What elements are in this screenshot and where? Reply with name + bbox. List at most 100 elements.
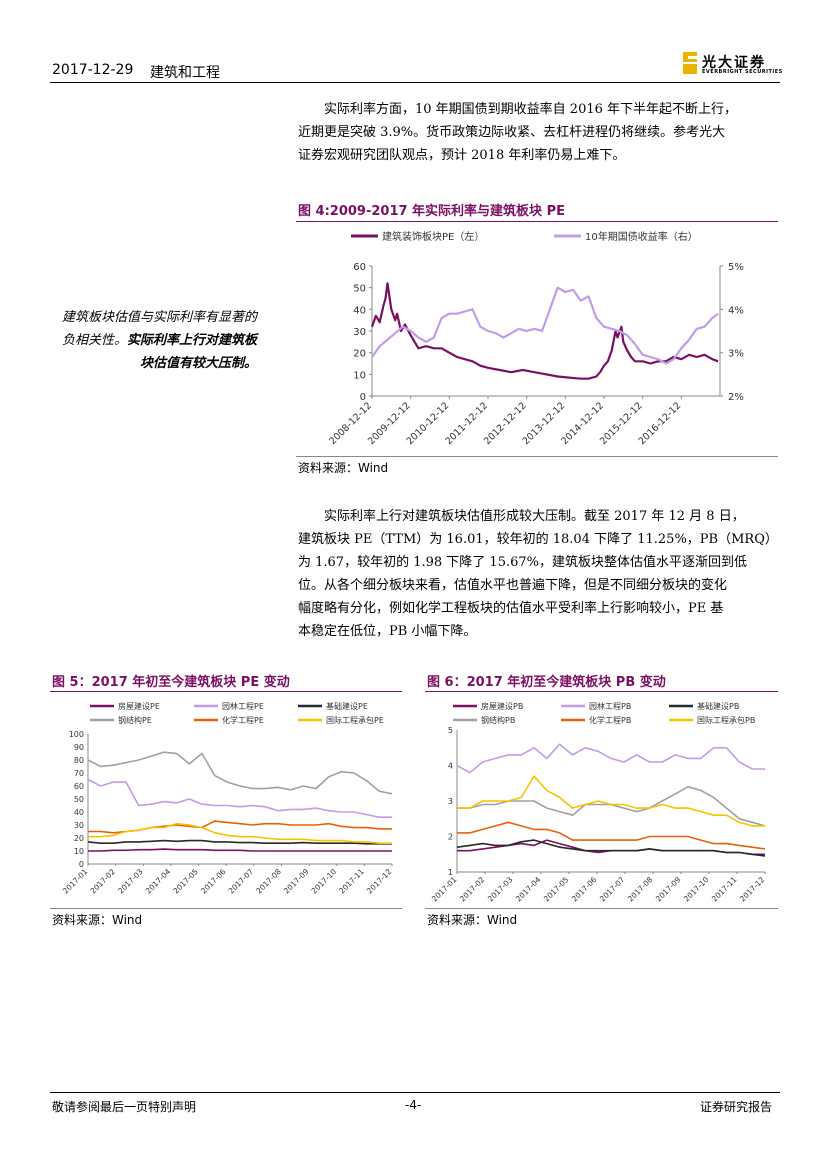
y-tick-label: 20 bbox=[74, 834, 84, 843]
y-tick-label-left: 60 bbox=[353, 262, 366, 273]
series-line-1 bbox=[87, 778, 392, 818]
figure4-chart: 建筑装饰板块PE（左） 10年期国债收益率（右） 0 10 20 30 40 50 60 2%… bbox=[327, 230, 744, 447]
x-tick-label: 2017-02 bbox=[89, 867, 118, 896]
series-line-5 bbox=[88, 822, 392, 844]
y-tick-label: 90 bbox=[74, 743, 84, 752]
x-tick-label: 2017-11 bbox=[337, 867, 366, 896]
logo-text-en: EVERBRIGHT SECURITIES bbox=[702, 69, 783, 75]
figure6-source: 资料来源：Wind bbox=[427, 913, 518, 927]
header-sector: 建筑和工程 bbox=[150, 65, 220, 81]
y-tick-label: 80 bbox=[74, 756, 84, 765]
figure6-chart: 房屋建设PB 园林工程PB 基础建设PB 钢结构PB 化学工程PB 国际工程承包PB 1 2… bbox=[430, 701, 767, 904]
figure5-title: 图 5：2017 年初至今建筑板块 PE 变动 bbox=[52, 675, 290, 690]
figure5-legend: 房屋建设PE 园林工程PE 基础建设PE 钢结构PE 化学工程PE 国际工程承包PE bbox=[90, 701, 384, 725]
y-tick-label: 10 bbox=[74, 847, 84, 856]
sidebar-text-bold: 实际利率上行对建筑板块估值有较大压制。 bbox=[126, 333, 257, 371]
paragraph-line: 实际利率方面，10 年期国债到期收益率自 2016 年下半年起不断上行， bbox=[324, 102, 738, 117]
legend-label: 园林工程PE bbox=[222, 701, 264, 711]
footer-divider bbox=[50, 1092, 780, 1093]
x-tick-label: 2017-10 bbox=[310, 867, 339, 896]
y-tick-label-right: 5% bbox=[728, 262, 744, 273]
figure5-chart: 房屋建设PE 园林工程PE 基础建设PE 钢结构PE 化学工程PE 国际工程承包PE 0 1… bbox=[61, 701, 394, 896]
series-line-yield bbox=[371, 286, 719, 365]
x-tick-label: 2017-06 bbox=[570, 875, 599, 904]
x-tick-label: 2017-09 bbox=[654, 875, 683, 904]
y-tick-label: 50 bbox=[74, 795, 84, 804]
legend-label: 房屋建设PE bbox=[118, 701, 160, 711]
x-tick-label: 2017-12 bbox=[365, 867, 394, 896]
figure5-top-rule bbox=[50, 691, 402, 692]
legend-label-pe: 建筑装饰板块PE（左） bbox=[382, 230, 484, 243]
everbright-logo-icon bbox=[683, 52, 697, 74]
x-tick-label: 2017-08 bbox=[254, 867, 283, 896]
figure6-legend: 房屋建设PB 园林工程PB 基础建设PB 钢结构PB 化学工程PB 国际工程承包PB bbox=[453, 701, 755, 725]
legend-label: 化学工程PB bbox=[589, 715, 631, 725]
y-tick-label-left: 10 bbox=[353, 370, 366, 381]
y-tick-label-left: 0 bbox=[360, 392, 366, 403]
y-tick-label-right: 4% bbox=[728, 305, 744, 316]
legend-label: 钢结构PB bbox=[481, 715, 515, 725]
page-number: -4- bbox=[405, 1098, 422, 1112]
x-tick-label: 2017-10 bbox=[682, 875, 711, 904]
legend-label: 国际工程承包PB bbox=[697, 715, 755, 725]
legend-label: 基础建设PB bbox=[697, 701, 739, 711]
paragraph-line: 为 1.67，较年初的 1.98 下降了 15.67%，建筑板块整体估值水平逐渐… bbox=[298, 555, 747, 570]
y-tick-label: 5 bbox=[448, 726, 453, 735]
series-line-4 bbox=[457, 821, 766, 850]
series-line-2 bbox=[87, 839, 392, 845]
paragraph-line: 建筑板块 PE（TTM）为 16.01，较年初的 18.04 下降了 11.25… bbox=[298, 532, 778, 547]
paragraph-line: 实际利率上行对建筑板块估值形成较大压制。截至 2017 年 12 月 8 日， bbox=[324, 509, 745, 524]
figure4-title: 图 4:2009-2017 年实际利率与建筑板块 PE bbox=[298, 204, 565, 219]
figure6-top-rule bbox=[425, 691, 778, 692]
y-tick-label: 1 bbox=[448, 868, 453, 877]
figure4-bottom-rule bbox=[296, 456, 778, 457]
legend-label: 园林工程PB bbox=[589, 701, 631, 711]
series-line-2 bbox=[456, 839, 766, 857]
logo-text-cn: 光大证券 bbox=[702, 55, 766, 71]
x-tick-label: 2017-04 bbox=[144, 867, 173, 896]
y-tick-label-right: 2% bbox=[728, 392, 744, 403]
header-date: 2017-12-29 bbox=[52, 62, 134, 78]
y-tick-label: 0 bbox=[79, 860, 84, 869]
paragraph-line: 近期更是突破 3.9%。货币政策边际收紧、去杠杆进程仍将继续。参考光大 bbox=[298, 125, 726, 140]
x-tick-label: 2017-07 bbox=[598, 875, 627, 904]
y-tick-label-left: 40 bbox=[353, 305, 366, 316]
paragraph-valuation: 实际利率上行对建筑板块估值形成较大压制。截至 2017 年 12 月 8 日， … bbox=[298, 505, 778, 643]
x-tick-label: 2017-06 bbox=[199, 867, 228, 896]
y-tick-label: 40 bbox=[74, 808, 84, 817]
y-tick-label-left: 20 bbox=[353, 349, 366, 360]
x-tick-label: 2017-11 bbox=[710, 875, 739, 904]
figure6-title: 图 6：2017 年初至今建筑板块 PB 变动 bbox=[427, 675, 666, 690]
x-tick-label: 2017-07 bbox=[227, 867, 256, 896]
y-tick-label: 100 bbox=[69, 730, 84, 739]
legend-label: 房屋建设PB bbox=[481, 701, 523, 711]
footer-disclaimer: 敬请参阅最后一页特别声明 bbox=[52, 1100, 197, 1114]
paragraph-line: 证券宏观研究团队观点，预计 2018 年利率仍易上难下。 bbox=[298, 148, 626, 163]
y-tick-label-left: 30 bbox=[353, 327, 366, 338]
x-tick-label: 2017-01 bbox=[61, 867, 90, 896]
paragraph-line: 位。从各个细分板块来看，估值水平也普遍下降，但是不同细分板块的变化 bbox=[298, 578, 728, 593]
legend-label: 国际工程承包PE bbox=[326, 715, 384, 725]
series-line-0 bbox=[88, 848, 392, 852]
y-tick-label: 30 bbox=[74, 821, 84, 830]
y-tick-label: 4 bbox=[448, 762, 453, 771]
sidebar-text-plain: 建筑板块估值与实际利率有显著的负相关性。 bbox=[61, 310, 257, 348]
legend-label: 钢结构PE bbox=[118, 715, 152, 725]
paragraph-real-rate: 实际利率方面，10 年期国债到期收益率自 2016 年下半年起不断上行， 近期更… bbox=[298, 98, 776, 167]
paragraph-line: 幅度略有分化，例如化学工程板块的估值水平受利率上行影响较小，PE 基 bbox=[298, 601, 724, 616]
figure5-series bbox=[87, 751, 393, 852]
sidebar-note: 建筑板块估值与实际利率有显著的负相关性。实际利率上行对建筑板块估值有较大压制。 bbox=[52, 306, 257, 375]
series-line-3 bbox=[457, 786, 766, 827]
figure5-source: 资料来源：Wind bbox=[52, 913, 143, 927]
footer-report-type: 证券研究报告 bbox=[700, 1100, 773, 1114]
x-tick-label: 2017-08 bbox=[626, 875, 655, 904]
legend-label: 化学工程PE bbox=[222, 715, 264, 725]
series-line-1 bbox=[456, 743, 765, 774]
x-tick-label: 2017-05 bbox=[542, 875, 571, 904]
y-tick-label: 2 bbox=[448, 833, 453, 842]
legend-label-yield: 10年期国债收益率（右） bbox=[585, 230, 698, 243]
figure4-series bbox=[370, 282, 719, 380]
x-tick-label: 2017-05 bbox=[171, 867, 200, 896]
figure5-bottom-rule bbox=[50, 908, 402, 909]
x-tick-label: 2017-12 bbox=[738, 875, 767, 904]
